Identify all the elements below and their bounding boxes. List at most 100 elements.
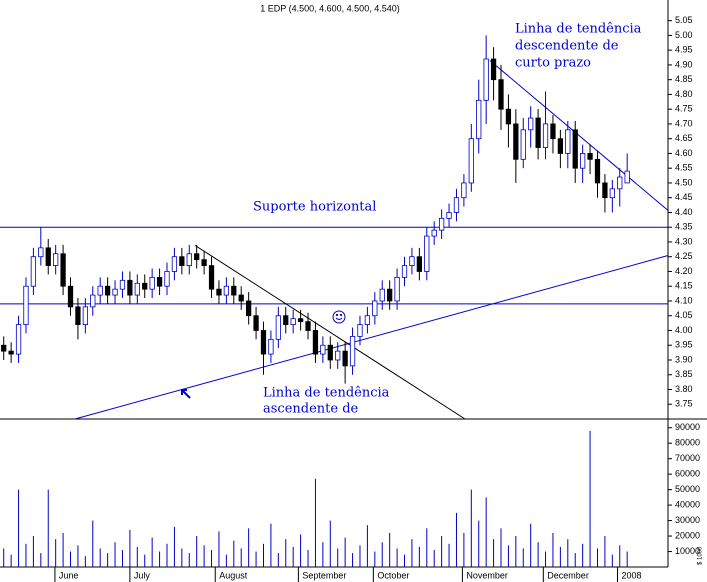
volume-tick-label: 40000	[675, 499, 700, 509]
candle-body	[461, 182, 467, 199]
y-tick-label: 4.35	[675, 222, 693, 232]
y-tick-label: 4.00	[675, 325, 693, 335]
candle-body	[468, 138, 474, 184]
candle-body	[520, 129, 526, 160]
y-tick-label: 3.85	[675, 369, 693, 379]
y-tick-label: 4.65	[675, 133, 693, 143]
candle-body	[112, 288, 118, 296]
candle-body	[97, 285, 103, 296]
y-tick-label: 4.95	[675, 45, 693, 55]
candle-body	[305, 321, 311, 331]
candle-body	[617, 176, 623, 190]
candle-body	[483, 58, 489, 101]
candle-body	[297, 318, 304, 323]
y-tick-label: 4.75	[675, 104, 693, 114]
y-tick-label: 3.80	[675, 384, 693, 394]
candle-body	[8, 350, 14, 355]
candle-body	[424, 235, 430, 272]
candle-body	[268, 338, 274, 355]
candle-body	[357, 324, 363, 337]
candle-body	[528, 117, 534, 131]
candle-body	[320, 344, 326, 355]
candle-body	[275, 315, 281, 340]
y-tick-label: 4.90	[675, 59, 693, 69]
candle-body	[498, 79, 504, 110]
annotation: Linha de tendência	[263, 386, 390, 401]
candle-body	[349, 335, 356, 367]
candle-body	[342, 350, 348, 367]
candle-body	[201, 259, 207, 266]
volume-tick-label: 20000	[675, 530, 700, 540]
y-tick-label: 4.40	[675, 207, 693, 217]
x-tick-label: 2008	[622, 570, 642, 580]
chart-title: 1 EDP (4.500, 4.600, 4.500, 4.540)	[260, 3, 399, 13]
candle-body	[134, 282, 140, 296]
volume-axis-label: $ 1000	[698, 546, 704, 565]
trend-line	[194, 245, 466, 420]
y-tick-label: 4.85	[675, 74, 693, 84]
candle-body	[53, 253, 59, 266]
x-tick-label: June	[59, 570, 79, 580]
candle-body	[82, 306, 88, 325]
candle-body	[30, 256, 37, 287]
candle-body	[67, 285, 74, 308]
annotation: Linha de tendência	[515, 22, 642, 37]
y-tick-label: 5.00	[675, 30, 693, 40]
candle-body	[290, 318, 296, 325]
x-tick-label: October	[377, 570, 409, 580]
candle-body	[156, 276, 163, 287]
annotation: curto prazo	[515, 56, 591, 71]
y-tick-label: 4.70	[675, 118, 693, 128]
candle-body	[587, 153, 593, 160]
candle-body	[312, 330, 319, 355]
candle-body	[401, 265, 408, 278]
candle-body	[572, 129, 578, 169]
candle-body	[453, 197, 460, 213]
candle-body	[283, 315, 289, 325]
x-tick-label: July	[134, 570, 151, 580]
candle-body	[535, 117, 541, 148]
candle-body	[38, 247, 44, 258]
volume-tick-label: 80000	[675, 438, 700, 448]
y-tick-label: 4.05	[675, 310, 693, 320]
candle-body	[490, 58, 497, 81]
candle-body	[231, 285, 237, 296]
candle-body	[216, 288, 222, 296]
trend-line	[74, 255, 669, 420]
candle-body	[624, 170, 630, 184]
y-tick-label: 4.60	[675, 148, 693, 158]
candle-body	[565, 129, 571, 154]
candle-body	[186, 253, 192, 266]
candle-body	[580, 153, 586, 169]
candle-body	[542, 123, 549, 148]
x-tick-label: November	[466, 570, 508, 580]
y-tick-label: 4.30	[675, 236, 693, 246]
candle-body	[90, 294, 96, 308]
candle-body	[149, 276, 155, 290]
annotation: descendente de	[515, 39, 619, 54]
candle-body	[1, 344, 7, 352]
candle-body	[379, 288, 385, 302]
candle-body	[127, 279, 133, 296]
candle-body	[394, 276, 400, 302]
y-tick-label: 4.55	[675, 163, 693, 173]
x-tick-label: September	[302, 570, 346, 580]
y-tick-label: 4.20	[675, 266, 693, 276]
candle-body	[409, 256, 415, 266]
candle-body	[164, 271, 170, 287]
candle-body	[171, 256, 178, 272]
candle-body	[387, 288, 393, 302]
candle-body	[119, 279, 126, 290]
candle-body	[194, 253, 200, 261]
candle-body	[476, 99, 482, 140]
candle-body	[223, 285, 230, 296]
candle-body	[431, 229, 437, 237]
candle-body	[260, 330, 267, 355]
volume-tick-label: 70000	[675, 453, 700, 463]
candle-body	[104, 285, 111, 296]
candle-body	[446, 212, 452, 219]
candle-body	[513, 123, 519, 160]
y-tick-label: 5.05	[675, 15, 693, 25]
